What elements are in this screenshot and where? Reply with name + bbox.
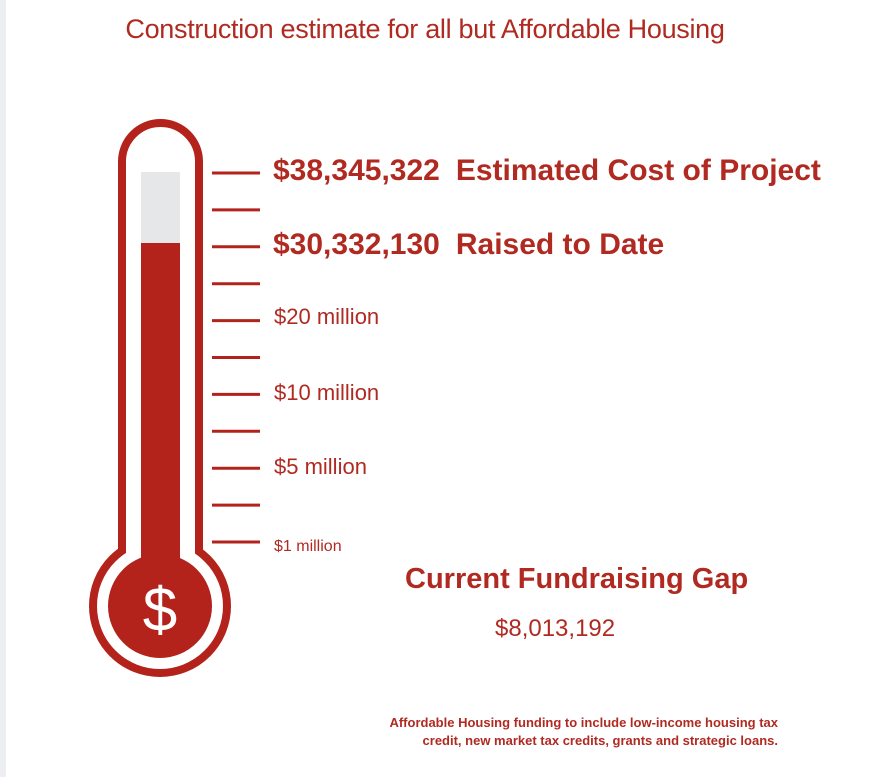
tick-label-10-million: $10 million [274, 380, 380, 405]
tick-label-1-million: $1 million [274, 538, 342, 555]
raised-description: Raised to Date [455, 228, 665, 261]
fundraising-gap-title: Current Fundraising Gap [405, 563, 749, 595]
raised-label: $30,332,130 Raised to Date [273, 230, 664, 260]
dollar-sign-icon: $ [143, 576, 177, 645]
fundraising-gap-value: $8,013,192 [495, 615, 616, 642]
chart-title: Construction estimate for all but Afford… [125, 14, 725, 44]
footnote-line: Affordable Housing funding to include lo… [389, 715, 778, 730]
tick-label-20-million: $20 million [274, 304, 380, 329]
left-edge-strip [0, 0, 6, 777]
goal-amount: $38,345,322 [273, 154, 440, 187]
thermometer-bulb-fill [108, 554, 212, 658]
footnote-line: credit, new market tax credits, grants a… [422, 733, 778, 748]
tick-label-5-million: $5 million [274, 454, 367, 479]
goal-label: $38,345,322 Estimated Cost of Project [273, 156, 821, 186]
tick-marks [212, 171, 260, 544]
footnote: Affordable Housing funding to include lo… [358, 714, 778, 750]
goal-description: Estimated Cost of Project [455, 154, 821, 187]
raised-amount: $30,332,130 [273, 228, 440, 261]
thermometer-mercury-fill [141, 243, 180, 572]
